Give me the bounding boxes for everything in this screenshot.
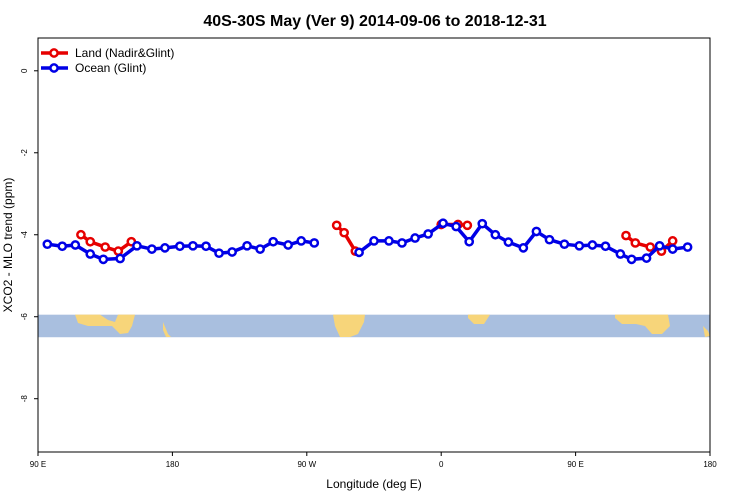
- series-1-point-1-5: [423, 229, 433, 239]
- series-1-point-0-2: [70, 240, 81, 250]
- series-1-point-0-15: [255, 244, 265, 254]
- series-1-point-0-1: [57, 241, 68, 252]
- x-tick-label-1: 180: [166, 460, 180, 469]
- series-1-point-1-15: [559, 239, 570, 250]
- series-1-point-0-11: [201, 241, 211, 252]
- series-1-point-1-16: [574, 240, 585, 251]
- series-1-point-0-19: [309, 238, 320, 248]
- x-tick-label-0: 90 E: [30, 460, 46, 469]
- legend: Land (Nadir&Glint)Ocean (Glint): [41, 46, 174, 75]
- series-1-point-1-22: [654, 240, 665, 251]
- x-tick-label-3: 0: [439, 460, 444, 469]
- series-1-point-1-14: [544, 234, 555, 245]
- x-tick-label-5: 180: [703, 460, 717, 469]
- series-1-point-1-13: [531, 226, 542, 237]
- legend-marker-1: [49, 63, 59, 73]
- y-tick-label-4: -8: [20, 395, 29, 403]
- series-1-point-1-8: [464, 236, 475, 247]
- series-1-point-1-21: [641, 253, 652, 263]
- x-axis-label: Longitude (deg E): [326, 477, 421, 491]
- series-1-point-0-7: [147, 244, 157, 254]
- y-tick-label-1: -2: [20, 149, 29, 157]
- series-1-point-1-12: [518, 243, 529, 253]
- series-1-point-1-4: [410, 233, 420, 243]
- series-0-point-1-0: [331, 220, 342, 231]
- series-1-point-0-9: [175, 241, 185, 252]
- x-axis: 90 E 180 90 W 0 90 E 180: [30, 452, 717, 469]
- series-1: [42, 218, 693, 265]
- series-0-point-2-2: [462, 220, 473, 231]
- map-landmass-2: [333, 314, 365, 337]
- series-0-point-3-4: [667, 236, 678, 246]
- map-landmass-5: [703, 326, 710, 337]
- series-0-point-0-0: [76, 229, 86, 240]
- series-1-point-0-13: [227, 247, 237, 257]
- series-1-point-1-0: [354, 247, 364, 258]
- series-0-point-0-1: [85, 236, 96, 247]
- series-1-point-1-3: [397, 238, 407, 248]
- y-tick-label-2: -4: [20, 231, 29, 239]
- series-1-point-0-18: [296, 236, 307, 246]
- series-1-point-1-1: [369, 236, 379, 246]
- series-1-point-0-8: [160, 243, 170, 253]
- x-tick-label-2: 90 W: [297, 460, 316, 469]
- plot-frame: [37, 37, 711, 453]
- y-axis-label: XCO2 - MLO trend (ppm): [1, 178, 15, 313]
- series-0-point-0-2: [100, 242, 111, 252]
- series-1-point-0-5: [115, 253, 125, 264]
- series-0-point-1-1: [339, 227, 349, 238]
- series-1-point-1-18: [600, 241, 611, 252]
- map-landmass-0: [75, 314, 135, 334]
- series-1-point-1-2: [384, 236, 394, 246]
- map-strip: [38, 314, 710, 338]
- y-tick-label-3: -6: [20, 313, 29, 321]
- legend-label-1: Ocean (Glint): [75, 61, 146, 75]
- series-1-point-0-3: [85, 249, 96, 259]
- series-1-point-1-23: [667, 244, 678, 254]
- series-1-point-1-19: [615, 249, 626, 259]
- y-axis: 0 -2 -4 -6 -8: [20, 68, 38, 402]
- map-landmass-3: [468, 314, 490, 324]
- x-tick-label-4: 90 E: [567, 460, 583, 469]
- map-ocean: [38, 314, 710, 338]
- series-1-point-0-6: [132, 240, 142, 251]
- series-1-point-1-24: [682, 242, 693, 252]
- chart-title: 40S-30S May (Ver 9) 2014-09-06 to 2018-1…: [203, 13, 546, 30]
- series-1-point-0-4: [98, 254, 109, 265]
- series-layer: [42, 218, 693, 265]
- series-1-point-0-16: [268, 236, 279, 247]
- series-1-point-0-0: [42, 239, 53, 250]
- series-0-point-0-3: [113, 246, 124, 256]
- series-1-point-1-6: [438, 218, 448, 229]
- series-1-point-0-17: [283, 240, 293, 250]
- series-1-point-1-11: [503, 237, 514, 247]
- series-1-point-1-10: [490, 229, 501, 240]
- legend-marker-0: [49, 48, 59, 58]
- series-1-point-1-9: [477, 218, 488, 229]
- legend-label-0: Land (Nadir&Glint): [75, 46, 174, 60]
- series-0-point-3-1: [630, 238, 641, 248]
- series-1-point-1-7: [451, 221, 461, 232]
- series-1-point-0-14: [242, 240, 252, 251]
- map-land: [75, 314, 710, 337]
- series-1-point-1-17: [587, 240, 598, 250]
- series-1-point-1-20: [626, 254, 637, 265]
- map-landmass-4: [615, 314, 670, 334]
- y-tick-label-0: 0: [20, 68, 29, 73]
- series-0-point-3-2: [645, 242, 656, 252]
- series-1-point-0-12: [214, 248, 224, 259]
- series-1-point-0-10: [188, 240, 198, 251]
- map-landmass-1: [163, 322, 171, 337]
- series-0-point-3-0: [621, 230, 631, 241]
